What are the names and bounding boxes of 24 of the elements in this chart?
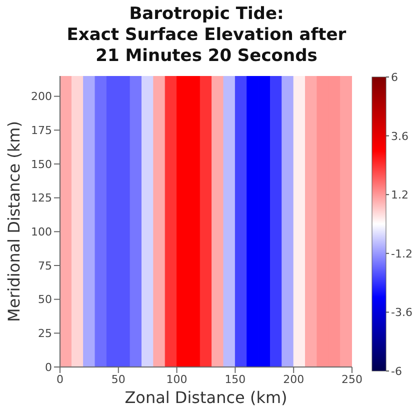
y-tick-label: 200 <box>31 90 52 104</box>
y-tick-label: 150 <box>31 158 52 171</box>
y-tick-label: 75 <box>38 259 52 272</box>
y-tick-label: 50 <box>38 293 52 306</box>
y-tick-label: 100 <box>31 226 52 239</box>
x-tick-label: 250 <box>342 372 362 386</box>
x-axis-title: Zonal Distance (km) <box>124 388 288 407</box>
x-tick-label: 150 <box>224 372 246 386</box>
color-bar-label: -3.6 <box>391 306 412 320</box>
y-tick-label: 175 <box>31 124 52 138</box>
x-tick-label: 50 <box>111 372 126 386</box>
x-tick-label: 0 <box>56 372 64 386</box>
y-tick-label: 125 <box>31 192 52 205</box>
y-axis-title: Meridional Distance (km) <box>4 121 24 322</box>
chart-title: Barotropic Tide: Exact Surface Elevation after 21 Minutes 20 Seconds <box>66 4 348 67</box>
color-bar-label: 1.2 <box>391 188 408 202</box>
y-tick-label: 0 <box>45 360 52 374</box>
color-bar-label: -6 <box>391 365 402 378</box>
x-tick-label: 100 <box>166 372 188 386</box>
x-tick-label: 200 <box>283 372 304 386</box>
color-bar-label: -1.2 <box>391 247 412 260</box>
y-tick-label: 25 <box>38 327 52 340</box>
color-bar-label: 6 <box>391 71 398 84</box>
color-bar-label: 3.6 <box>391 130 408 143</box>
